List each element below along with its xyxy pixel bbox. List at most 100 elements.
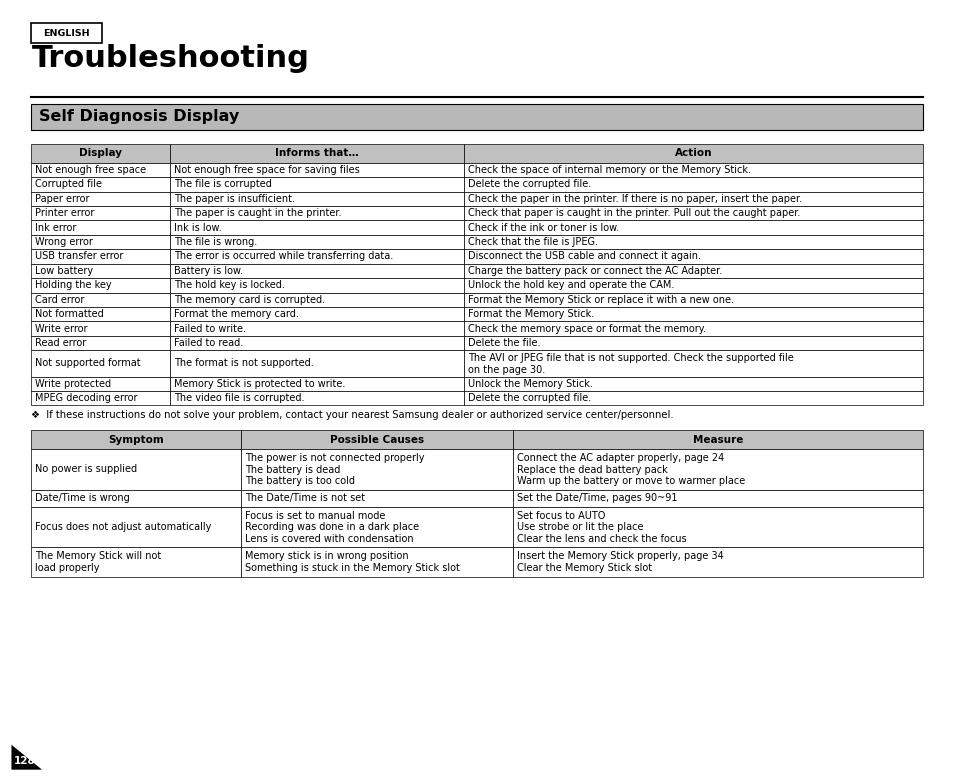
Text: MPEG decoding error: MPEG decoding error	[35, 393, 137, 404]
Bar	[31, 307, 170, 321]
Text: Write error: Write error	[35, 323, 88, 333]
Bar	[31, 144, 170, 163]
Text: Set focus to AUTO
Use strobe or lit the place
Clear the lens and check the focus: Set focus to AUTO Use strobe or lit the …	[517, 510, 686, 544]
Text: The memory card is corrupted.: The memory card is corrupted.	[173, 294, 324, 305]
Bar	[170, 163, 463, 178]
Text: Format the Memory Stick or replace it with a new one.: Format the Memory Stick or replace it wi…	[467, 294, 733, 305]
Bar	[463, 249, 923, 263]
Bar	[463, 163, 923, 178]
Text: ❖  If these instructions do not solve your problem, contact your nearest Samsung: ❖ If these instructions do not solve you…	[31, 410, 674, 420]
Text: The file is wrong.: The file is wrong.	[173, 237, 256, 247]
Bar	[241, 506, 513, 547]
Text: Charge the battery pack or connect the AC Adapter.: Charge the battery pack or connect the A…	[467, 266, 721, 276]
Bar	[31, 430, 241, 449]
Bar	[241, 449, 513, 489]
Text: The error is occurred while transferring data.: The error is occurred while transferring…	[173, 252, 393, 262]
Bar	[463, 220, 923, 235]
Text: Disconnect the USB cable and connect it again.: Disconnect the USB cable and connect it …	[467, 252, 700, 262]
Text: Corrupted file: Corrupted file	[35, 179, 102, 189]
Bar	[463, 321, 923, 336]
Text: Battery is low.: Battery is low.	[173, 266, 242, 276]
Bar	[31, 336, 170, 350]
Text: Memory stick is in wrong position
Something is stuck in the Memory Stick slot: Memory stick is in wrong position Someth…	[245, 551, 459, 573]
Text: Delete the file.: Delete the file.	[467, 338, 539, 348]
Text: Troubleshooting: Troubleshooting	[31, 44, 309, 73]
Bar	[463, 192, 923, 206]
Bar	[31, 163, 170, 178]
Text: 128: 128	[14, 756, 36, 766]
Text: The AVI or JPEG file that is not supported. Check the supported file
on the page: The AVI or JPEG file that is not support…	[467, 353, 793, 375]
Text: Check if the ink or toner is low.: Check if the ink or toner is low.	[467, 223, 618, 233]
Text: USB transfer error: USB transfer error	[35, 252, 124, 262]
Bar	[241, 430, 513, 449]
Text: Check that paper is caught in the printer. Pull out the caught paper.: Check that paper is caught in the printe…	[467, 208, 800, 218]
Bar	[463, 376, 923, 391]
Text: Write protected: Write protected	[35, 379, 112, 389]
Text: Ink is low.: Ink is low.	[173, 223, 221, 233]
Text: Printer error: Printer error	[35, 208, 94, 218]
Text: Check that the file is JPEG.: Check that the file is JPEG.	[467, 237, 598, 247]
Text: The Date/Time is not set: The Date/Time is not set	[245, 493, 365, 503]
Text: Not supported format: Not supported format	[35, 358, 141, 368]
Text: The Memory Stick will not
load properly: The Memory Stick will not load properly	[35, 551, 161, 573]
Bar	[241, 547, 513, 576]
Text: Action: Action	[675, 149, 712, 158]
Bar	[31, 192, 170, 206]
Bar	[463, 178, 923, 192]
Text: ENGLISH: ENGLISH	[44, 29, 90, 37]
Text: Format the memory card.: Format the memory card.	[173, 309, 298, 319]
Bar	[31, 489, 241, 506]
Text: The file is corrupted: The file is corrupted	[173, 179, 272, 189]
Bar	[170, 249, 463, 263]
Text: Not enough free space for saving files: Not enough free space for saving files	[173, 165, 359, 175]
Text: The format is not supported.: The format is not supported.	[173, 358, 313, 368]
Bar	[31, 449, 241, 489]
Bar	[463, 278, 923, 292]
Text: Focus is set to manual mode
Recording was done in a dark place
Lens is covered w: Focus is set to manual mode Recording wa…	[245, 510, 418, 544]
Text: Delete the corrupted file.: Delete the corrupted file.	[467, 393, 591, 404]
Text: The hold key is locked.: The hold key is locked.	[173, 280, 284, 291]
Bar	[170, 391, 463, 405]
Text: Format the Memory Stick.: Format the Memory Stick.	[467, 309, 594, 319]
Bar	[170, 278, 463, 292]
Text: Connect the AC adapter properly, page 24
Replace the dead battery pack
Warm up t: Connect the AC adapter properly, page 24…	[517, 453, 744, 486]
Bar	[31, 263, 170, 278]
Bar	[31, 249, 170, 263]
Text: Insert the Memory Stick properly, page 34
Clear the Memory Stick slot: Insert the Memory Stick properly, page 3…	[517, 551, 723, 573]
Text: Unlock the Memory Stick.: Unlock the Memory Stick.	[467, 379, 592, 389]
Bar	[31, 220, 170, 235]
Bar	[513, 449, 923, 489]
Bar	[463, 292, 923, 307]
Bar	[170, 144, 463, 163]
Text: Display: Display	[79, 149, 122, 158]
Bar	[170, 235, 463, 249]
Text: Wrong error: Wrong error	[35, 237, 93, 247]
Bar	[170, 178, 463, 192]
Bar	[31, 278, 170, 292]
Bar	[513, 430, 923, 449]
Bar	[463, 144, 923, 163]
Bar	[170, 307, 463, 321]
Bar	[31, 506, 241, 547]
Bar	[463, 307, 923, 321]
Text: Low battery: Low battery	[35, 266, 93, 276]
Text: Measure: Measure	[693, 435, 742, 445]
Bar	[31, 350, 170, 376]
Bar	[463, 336, 923, 350]
Bar	[31, 104, 923, 130]
Bar	[170, 321, 463, 336]
Bar	[463, 206, 923, 220]
Text: Check the space of internal memory or the Memory Stick.: Check the space of internal memory or th…	[467, 165, 750, 175]
Bar	[170, 292, 463, 307]
Bar	[170, 350, 463, 376]
Text: Symptom: Symptom	[109, 435, 164, 445]
Bar	[513, 489, 923, 506]
Text: Failed to write.: Failed to write.	[173, 323, 245, 333]
Text: The power is not connected properly
The battery is dead
The battery is too cold: The power is not connected properly The …	[245, 453, 424, 486]
Bar	[170, 192, 463, 206]
Bar	[513, 506, 923, 547]
Bar	[170, 263, 463, 278]
Text: Focus does not adjust automatically: Focus does not adjust automatically	[35, 522, 212, 532]
Text: Self Diagnosis Display: Self Diagnosis Display	[39, 109, 239, 125]
Text: Paper error: Paper error	[35, 194, 90, 204]
